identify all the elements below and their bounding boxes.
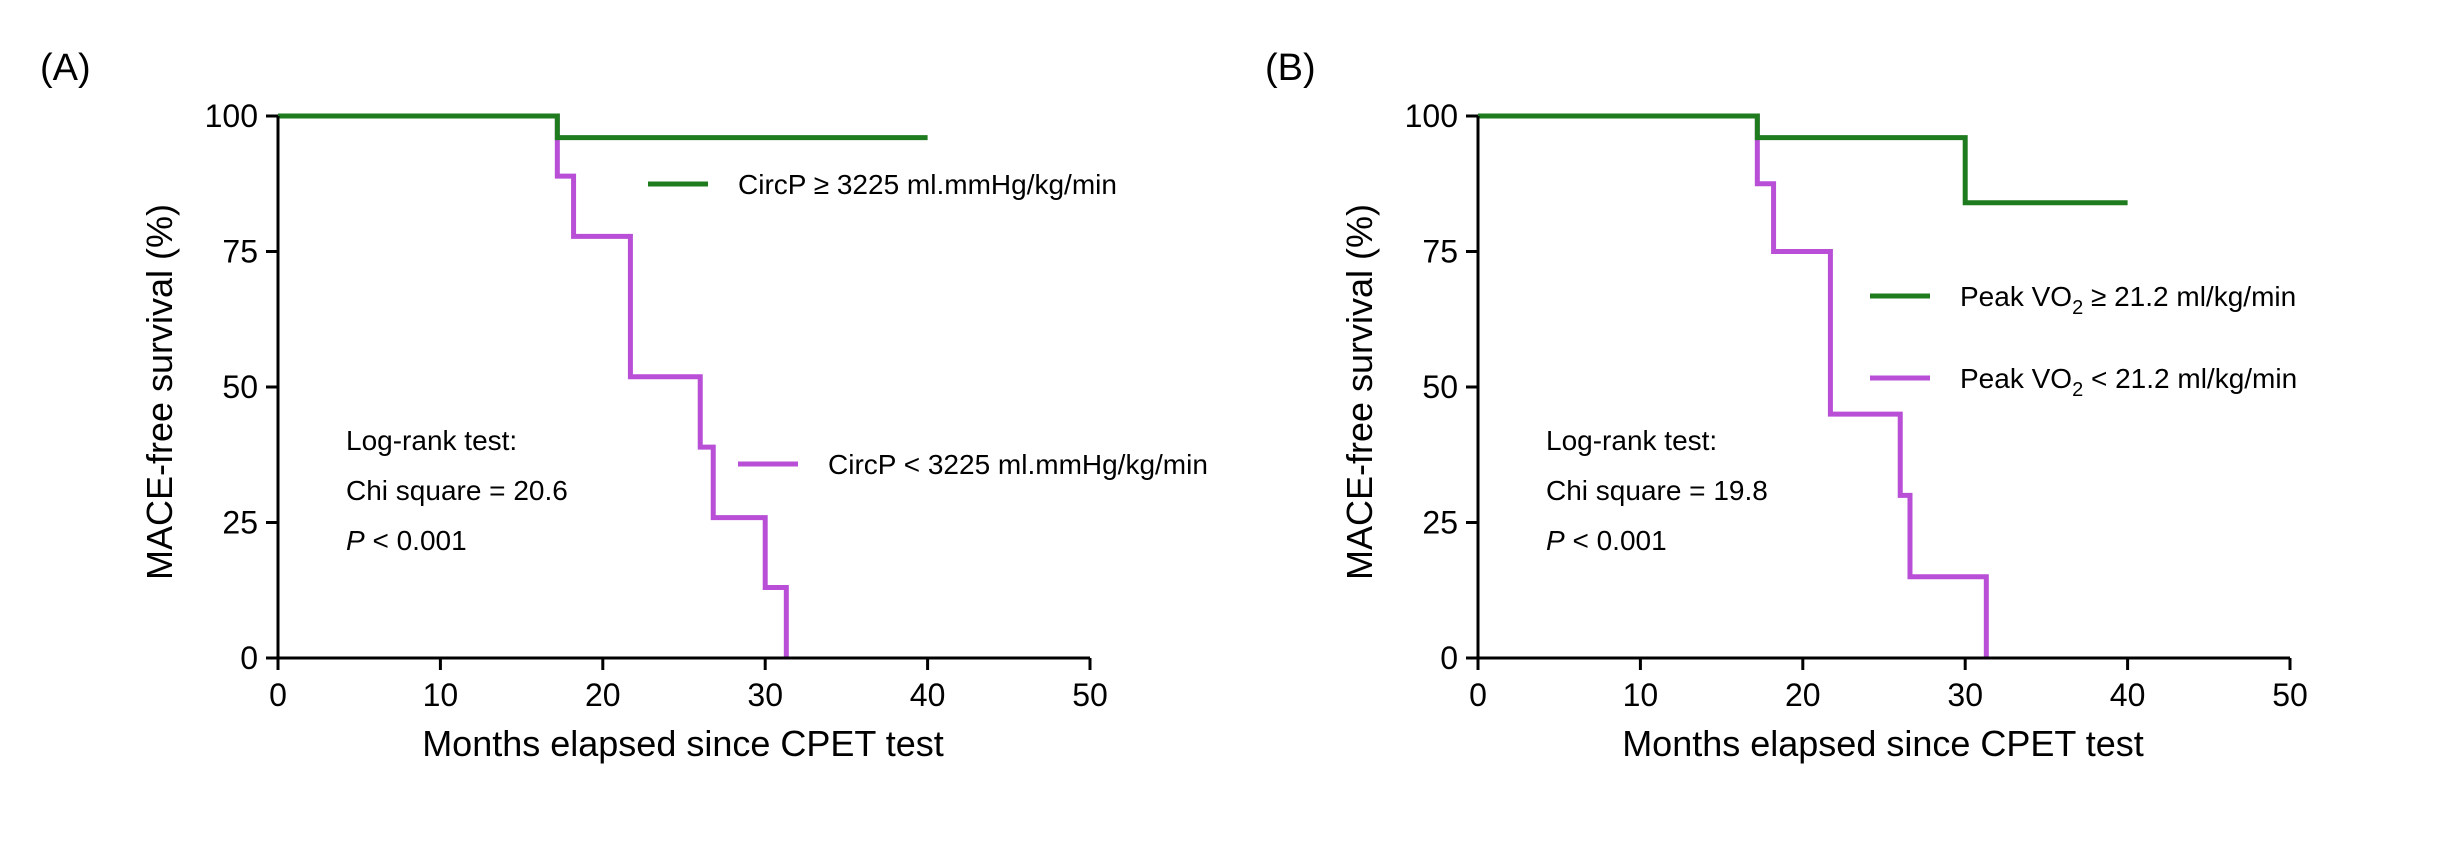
panel-b-x-tick-label-0: 0	[1469, 677, 1487, 713]
panel-b-legend-label-2: Peak VO2 < 21.2 ml/kg/min	[1960, 363, 2297, 401]
panel-a-legend-item-1: CircP ≥ 3225 ml.mmHg/kg/min	[648, 169, 1117, 200]
panel-b-legend-item-1: Peak VO2 ≥ 21.2 ml/kg/min	[1870, 281, 2296, 319]
panel-a-y-axis-title-text: MACE-free survival (%)	[139, 204, 180, 580]
panel-a-y-tick-label-0: 0	[240, 640, 258, 676]
panel-b-y-axis-title-text: MACE-free survival (%)	[1339, 204, 1380, 580]
panel-b-annotation-pvalue: P < 0.001	[1546, 525, 1667, 556]
panel-b-p-symbol: P	[1546, 525, 1565, 556]
panel-b-series	[1478, 113, 2128, 658]
panel-a-annotation-line1: Log-rank test:	[346, 425, 517, 456]
panel-a-x-tick-label-0: 0	[269, 677, 287, 713]
panel-b-annotation-line2: Chi square = 19.8	[1546, 475, 1768, 506]
panel-a-label: (A)	[40, 47, 91, 89]
panel-b-y-tick-label-0: 0	[1440, 640, 1458, 676]
panel-b-series-low-line	[1478, 113, 1989, 658]
panel-b-legend-item-2: Peak VO2 < 21.2 ml/kg/min	[1870, 363, 2297, 401]
panel-a-series-low-line	[278, 113, 789, 658]
panel-a-annotation: Log-rank test: Chi square = 20.6 P < 0.0…	[346, 425, 568, 556]
panel-a-series	[278, 113, 928, 658]
panel-b-x-tick-label-5: 50	[2272, 677, 2308, 713]
panel-a-y-axis-title: MACE-free survival (%)	[139, 204, 180, 580]
panel-b-y-axis-title: MACE-free survival (%)	[1339, 204, 1380, 580]
panel-a-annotation-pvalue: P < 0.001	[346, 525, 467, 556]
panel-b: (B) MACE-free survival (%) Months elapse…	[1265, 47, 2308, 764]
panel-b-legend-label-1: Peak VO2 ≥ 21.2 ml/kg/min	[1960, 281, 2296, 319]
panel-b-legend-1-sub: 2	[2072, 297, 2083, 319]
panel-b-y-tick-label-2: 50	[1422, 369, 1458, 405]
panel-b-legend-1-pre: Peak VO	[1960, 281, 2072, 312]
panel-a-ticks: 0 10 20 30 40 50 0 25 50 75 100	[205, 98, 1108, 713]
panel-b-ticks: 0 10 20 30 40 50 0 25 50 75 100	[1405, 98, 2308, 713]
panel-a-y-tick-label-4: 100	[205, 98, 258, 134]
panel-b-label: (B)	[1265, 47, 1316, 89]
panel-b-x-tick-label-2: 20	[1785, 677, 1821, 713]
panel-b-annotation-line1: Log-rank test:	[1546, 425, 1717, 456]
panel-b-p-value: < 0.001	[1565, 525, 1667, 556]
panel-a-axes	[276, 116, 1090, 660]
panel-b-legend-2-pre: Peak VO	[1960, 363, 2072, 394]
panel-b-legend-2-post: < 21.2 ml/kg/min	[2083, 363, 2297, 394]
panel-a: (A) MACE-free survival (%) Months elapse…	[40, 47, 1208, 764]
panel-a-x-tick-label-2: 20	[585, 677, 621, 713]
panel-a-x-tick-label-3: 30	[747, 677, 783, 713]
panel-b-x-tick-label-4: 40	[2110, 677, 2146, 713]
panel-a-series-high-line	[278, 113, 928, 141]
panel-a-legend-label-2: CircP < 3225 ml.mmHg/kg/min	[828, 449, 1208, 480]
panel-b-annotation: Log-rank test: Chi square = 19.8 P < 0.0…	[1546, 425, 1768, 556]
panel-b-legend-2-sub: 2	[2072, 379, 2083, 401]
panel-a-legend-label-1: CircP ≥ 3225 ml.mmHg/kg/min	[738, 169, 1117, 200]
panel-a-p-value: < 0.001	[365, 525, 467, 556]
panel-b-x-tick-label-1: 10	[1623, 677, 1659, 713]
panel-a-x-axis-title: Months elapsed since CPET test	[422, 723, 944, 764]
panel-a-y-tick-label-1: 25	[222, 505, 258, 541]
panel-a-y-tick-label-3: 75	[222, 234, 258, 270]
panel-b-x-axis-title: Months elapsed since CPET test	[1622, 723, 2144, 764]
panel-a-x-tick-label-4: 40	[910, 677, 946, 713]
panel-a-x-tick-label-5: 50	[1072, 677, 1108, 713]
panel-b-legend-1-post: ≥ 21.2 ml/kg/min	[2083, 281, 2296, 312]
panel-a-x-tick-label-1: 10	[423, 677, 459, 713]
panel-b-series-high-line	[1478, 113, 2128, 206]
panel-a-p-symbol: P	[346, 525, 365, 556]
panel-a-y-tick-label-2: 50	[222, 369, 258, 405]
panel-b-axes	[1476, 116, 2290, 660]
panel-b-y-tick-label-1: 25	[1422, 505, 1458, 541]
panel-a-annotation-line2: Chi square = 20.6	[346, 475, 568, 506]
panel-b-y-tick-label-3: 75	[1422, 234, 1458, 270]
panel-a-legend-item-2: CircP < 3225 ml.mmHg/kg/min	[738, 449, 1208, 480]
panel-b-x-tick-label-3: 30	[1947, 677, 1983, 713]
panel-b-y-tick-label-4: 100	[1405, 98, 1458, 134]
